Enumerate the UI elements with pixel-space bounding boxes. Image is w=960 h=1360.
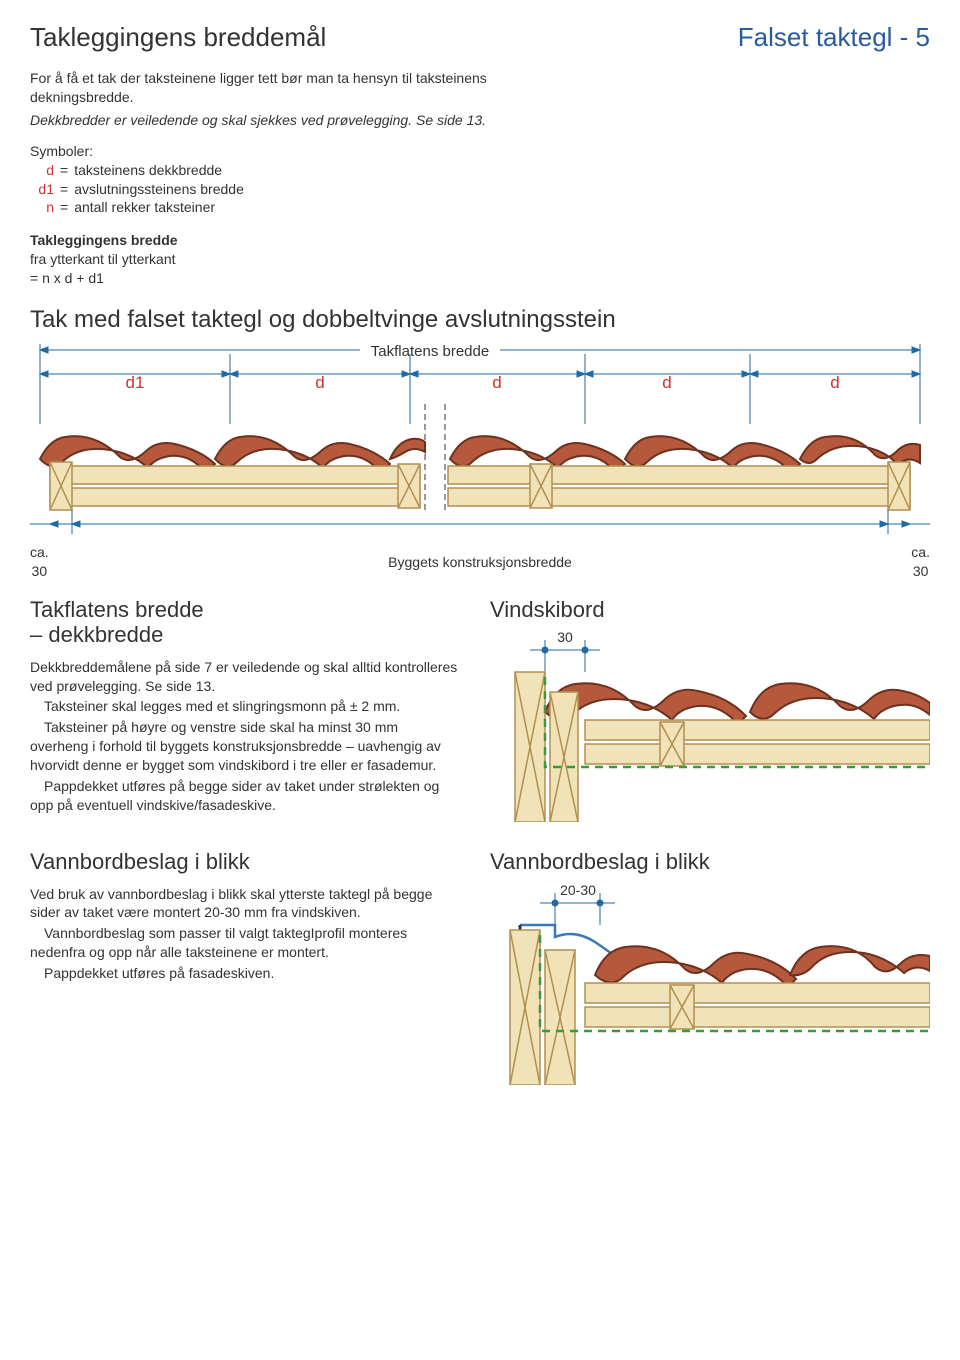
section3: Vannbordbeslag i blikk Ved bruk av vannb… [30,849,930,1089]
section3-body: Ved bruk av vannbordbeslag i blikk skal … [30,885,460,983]
title-right: Falset taktegl - 5 [738,20,930,55]
label-d-4: d [830,373,839,392]
formula-eq: = n x d + d1 [30,269,525,288]
sym-desc-d: taksteinens dekkbredde [74,161,222,180]
section2-right-title: Vindskibord [490,597,930,622]
symbols-label: Symboler: [30,142,525,161]
page-header: Takleggingens breddemål Falset taktegl -… [30,20,930,55]
section2-left: Takflatens bredde – dekkbredde Dekkbredd… [30,597,460,827]
s2-p4: Pappdekket utføres på begge sider av tak… [30,777,460,815]
diagram-vannbord: 20-30 [490,885,930,1085]
s2-p1: Dekkbreddemålene på side 7 er veiledende… [30,658,460,696]
label-d-3: d [662,373,671,392]
intro-p2: Dekkbredder er veiledende og skal sjekke… [30,111,525,130]
section2-right: Vindskibord 30 [490,597,930,827]
section3-right: Vannbordbeslag i blikk 20-30 [490,849,930,1089]
byggets-row: ca. 30 Byggets konstruksjonsbredde ca. 3… [30,543,930,581]
sym-var-n: n [30,198,54,217]
section2: Takflatens bredde – dekkbredde Dekkbredd… [30,597,930,827]
formula-block: Takleggingens bredde fra ytterkant til y… [30,231,525,288]
diagram-vindskibord: 30 [490,632,930,822]
sym-desc-d1: avslutningssteinens bredde [74,180,244,199]
dim-30: 30 [557,632,573,645]
dim-2030: 20-30 [560,885,596,898]
label-d-2: d [492,373,501,392]
formula-title: Takleggingens bredde [30,231,525,250]
sym-var-d: d [30,161,54,180]
symbols-block: Symboler: d=taksteinens dekkbredde d1=av… [30,142,525,218]
section2-left-title: Takflatens bredde – dekkbredde [30,597,460,648]
s2-p2: Taksteiner skal legges med et slingrings… [30,697,460,716]
sym-desc-n: antall rekker taksteiner [74,198,215,217]
s3-p3: Pappdekket utføres på fasadeskiven. [30,964,460,983]
sym-var-d1: d1 [30,180,54,199]
intro-p1: For å få et tak der taksteinene ligger t… [30,69,525,107]
s3-p1: Ved bruk av vannbordbeslag i blikk skal … [30,885,460,923]
intro-block: For å få et tak der taksteinene ligger t… [30,69,525,130]
s3-p2: Vannbordbeslag som passer til valgt takt… [30,924,460,962]
byggets-label: Byggets konstruksjonsbredde [388,553,572,572]
s2-p3: Taksteiner på høyre og venstre side skal… [30,718,460,775]
section3-right-title: Vannbordbeslag i blikk [490,849,930,874]
section2-body: Dekkbreddemålene på side 7 er veiledende… [30,658,460,815]
label-takflatens: Takflatens bredde [371,344,489,360]
section3-left-title: Vannbordbeslag i blikk [30,849,460,874]
label-d-1: d [315,373,324,392]
title-left: Takleggingens breddemål [30,20,326,55]
ca-left: ca. 30 [30,543,49,581]
section3-left: Vannbordbeslag i blikk Ved bruk av vannb… [30,849,460,1089]
ca-right: ca. 30 [911,543,930,581]
section1-title: Tak med falset taktegl og dobbeltvinge a… [30,304,930,336]
label-d1: d1 [126,373,145,392]
formula-line2: fra ytterkant til ytterkant [30,250,525,269]
diagram-roof-width: Takflatens bredde d1 d d d d [30,344,930,534]
